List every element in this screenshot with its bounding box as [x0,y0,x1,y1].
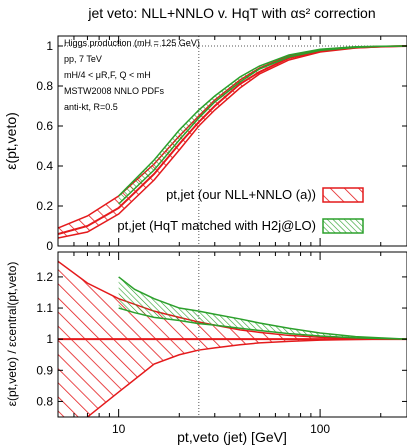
bottom-y-ticks: 0.8 0.9 1 1.1 1.2 [36,270,407,408]
top-reference-lines [58,36,407,246]
x-tick-label: 100 [310,422,330,436]
annotation-line-3: mH/4 < μR,F, Q < mH [64,70,151,80]
series-lower-edge-1 [118,45,407,205]
series-band-0 [58,46,407,238]
y-tick-label: 1.1 [36,301,53,315]
x-axis-ticks: 10 100 [57,36,382,436]
y-tick-label: 1.2 [36,270,53,284]
legend-label-red: pt,jet (our NLL+NNLO (a)) [166,187,316,202]
x-axis-label: pt,veto (jet) [GeV] [177,429,287,445]
bottom-plot-frame [57,251,407,418]
y-tick-label: 0.6 [36,119,53,133]
top-series-group [58,45,407,239]
annotation-line-4: MSTW2008 NNLO PDFs [64,86,165,96]
ratio-panel: 0.80.911.11.2 10 100 ε(pt,veto) / εcentra… [5,36,407,445]
top-plot-frame [57,35,407,247]
legend-label-green: pt,jet (HqT matched with H2j@LO) [117,218,316,233]
chart-title: jet veto: NLL+NNLO v. HqT with αs² corre… [87,5,375,21]
y-tick-label: 0.8 [36,394,53,408]
series-lower-edge-1 [118,307,407,340]
legend: pt,jet (our NLL+NNLO (a)) pt,jet (HqT ma… [117,187,364,234]
y-tick-label: 0.2 [36,199,53,213]
annotation-line-1: Higgs production (mH = 125 GeV) [64,38,200,48]
series-upper-edge-1 [118,276,407,340]
y-tick-label: 1 [46,39,53,53]
y-tick-label: 0 [46,239,53,253]
top-y-ticks: 0 0.2 0.4 0.6 0.8 1 [36,39,407,253]
series-band-1 [118,276,407,340]
y-tick-label: 0.8 [36,79,53,93]
legend-swatch-red [322,187,364,203]
annotation-block: Higgs production (mH = 125 GeV) pp, 7 Te… [64,38,200,112]
y-tick-label: 1 [46,332,53,346]
x-tick-label: 10 [112,422,126,436]
legend-swatch-green [322,218,364,234]
efficiency-panel: 0 0.2 0.4 0.6 0.8 1 ε(pt,veto) Higgs producti… [3,35,407,253]
top-y-axis-label: ε(pt,veto) [3,112,19,170]
annotation-line-2: pp, 7 TeV [64,54,102,64]
annotation-line-5: anti-kt, R=0.5 [64,102,118,112]
y-tick-label: 0.9 [36,363,53,377]
bottom-y-axis-label: ε(pt,veto) / εcentral(pt,veto) [5,262,19,407]
y-tick-label: 0.4 [36,159,53,173]
series-band-0 [58,261,407,417]
bottom-series-group [58,260,407,417]
